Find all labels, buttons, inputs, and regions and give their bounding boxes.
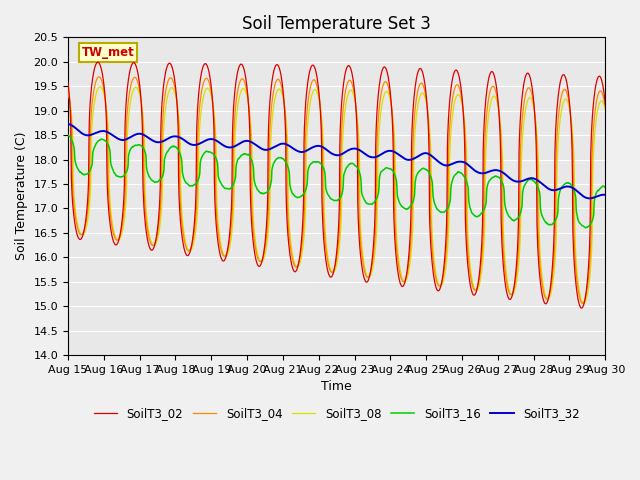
SoilT3_04 — [538, 279, 546, 285]
SoilT3_32 — [171, 133, 179, 139]
SoilT3_16 — [420, 166, 428, 171]
SoilT3_04 — [602, 105, 609, 111]
SoilT3_08 — [602, 108, 609, 113]
SoilT3_02 — [94, 60, 102, 65]
SoilT3_02 — [577, 305, 585, 311]
SoilT3_08 — [538, 272, 546, 277]
X-axis label: Time: Time — [321, 380, 352, 393]
SoilT3_32 — [244, 138, 252, 144]
SoilT3_08 — [184, 247, 192, 252]
SoilT3_08 — [491, 93, 499, 99]
SoilT3_08 — [171, 90, 179, 96]
SoilT3_08 — [244, 98, 252, 104]
SoilT3_02 — [64, 80, 72, 86]
SoilT3_02 — [171, 78, 179, 84]
SoilT3_32 — [420, 150, 428, 156]
SoilT3_32 — [538, 180, 545, 186]
Text: TW_met: TW_met — [81, 47, 134, 60]
SoilT3_08 — [580, 300, 588, 306]
SoilT3_16 — [244, 152, 252, 157]
Title: Soil Temperature Set 3: Soil Temperature Set 3 — [242, 15, 431, 33]
SoilT3_02 — [538, 290, 546, 296]
SoilT3_08 — [420, 92, 428, 98]
Legend: SoilT3_02, SoilT3_04, SoilT3_08, SoilT3_16, SoilT3_32: SoilT3_02, SoilT3_04, SoilT3_08, SoilT3_… — [89, 402, 584, 425]
SoilT3_16 — [171, 144, 179, 149]
Line: SoilT3_02: SoilT3_02 — [68, 62, 605, 308]
SoilT3_04 — [64, 86, 72, 92]
SoilT3_04 — [171, 85, 179, 91]
Line: SoilT3_08: SoilT3_08 — [68, 87, 605, 303]
SoilT3_04 — [95, 74, 103, 80]
SoilT3_02 — [244, 95, 252, 101]
SoilT3_04 — [579, 300, 586, 306]
SoilT3_16 — [184, 181, 191, 187]
SoilT3_16 — [490, 174, 498, 180]
SoilT3_04 — [420, 86, 428, 92]
SoilT3_32 — [490, 168, 498, 173]
SoilT3_02 — [184, 252, 192, 258]
SoilT3_16 — [538, 211, 545, 217]
SoilT3_02 — [420, 77, 428, 83]
SoilT3_04 — [184, 248, 192, 253]
Y-axis label: Soil Temperature (C): Soil Temperature (C) — [15, 132, 28, 261]
SoilT3_32 — [586, 195, 593, 201]
SoilT3_16 — [64, 132, 72, 138]
SoilT3_04 — [491, 85, 499, 91]
Line: SoilT3_32: SoilT3_32 — [68, 124, 605, 198]
SoilT3_02 — [491, 73, 499, 79]
SoilT3_08 — [96, 84, 104, 90]
SoilT3_02 — [602, 102, 609, 108]
Line: SoilT3_16: SoilT3_16 — [68, 135, 605, 228]
SoilT3_08 — [64, 90, 72, 96]
SoilT3_32 — [602, 192, 609, 198]
SoilT3_32 — [184, 140, 191, 145]
SoilT3_32 — [64, 121, 72, 127]
Line: SoilT3_04: SoilT3_04 — [68, 77, 605, 303]
SoilT3_16 — [582, 225, 589, 231]
SoilT3_16 — [602, 185, 609, 191]
SoilT3_04 — [244, 96, 252, 102]
